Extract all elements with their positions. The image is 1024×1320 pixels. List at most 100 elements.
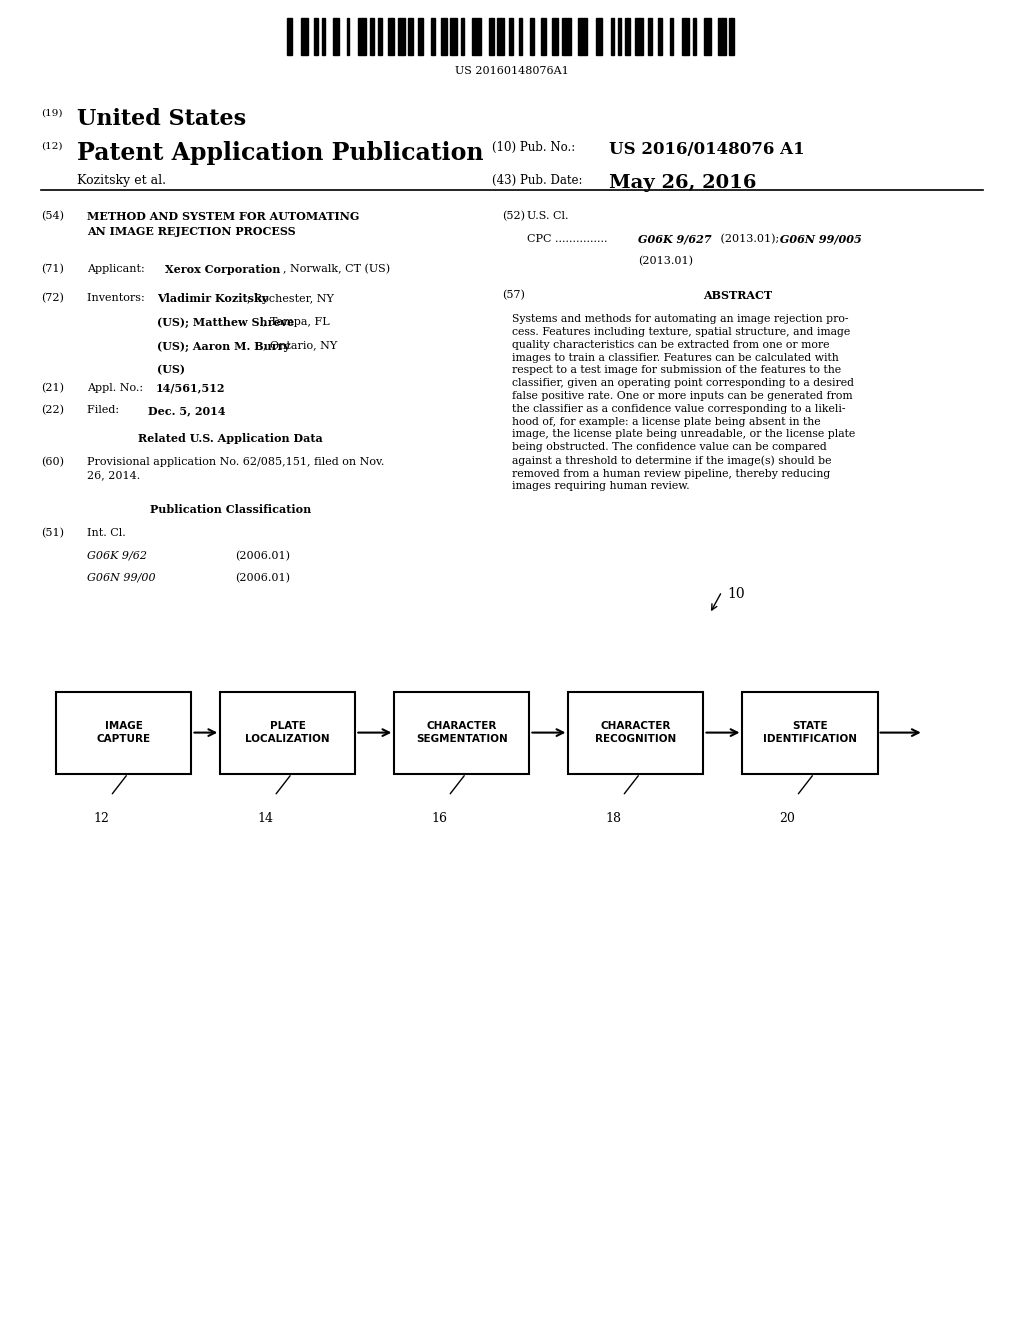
Bar bbox=[441, 18, 447, 55]
Text: Int. Cl.: Int. Cl. bbox=[87, 528, 126, 539]
Text: 20: 20 bbox=[779, 812, 796, 825]
Bar bbox=[398, 18, 404, 55]
Text: , Ontario, NY: , Ontario, NY bbox=[263, 341, 338, 351]
Text: CPC ...............: CPC ............... bbox=[527, 234, 608, 244]
Text: Related U.S. Application Data: Related U.S. Application Data bbox=[138, 433, 323, 444]
Text: (51): (51) bbox=[41, 528, 63, 539]
Text: (21): (21) bbox=[41, 383, 63, 393]
Text: Systems and methods for automating an image rejection pro-
cess. Features includ: Systems and methods for automating an im… bbox=[512, 314, 855, 491]
Bar bbox=[647, 18, 652, 55]
Bar bbox=[451, 18, 457, 55]
Text: , Rochester, NY: , Rochester, NY bbox=[247, 293, 334, 304]
Text: 16: 16 bbox=[431, 812, 447, 825]
Text: 14/561,512: 14/561,512 bbox=[156, 383, 225, 393]
Text: United States: United States bbox=[77, 108, 246, 131]
Bar bbox=[388, 18, 394, 55]
Text: (22): (22) bbox=[41, 405, 63, 416]
Text: Applicant:: Applicant: bbox=[87, 264, 152, 275]
Bar bbox=[610, 18, 613, 55]
Text: CHARACTER
SEGMENTATION: CHARACTER SEGMENTATION bbox=[416, 722, 508, 743]
Bar bbox=[300, 18, 308, 55]
Bar bbox=[461, 18, 464, 55]
Bar bbox=[371, 18, 374, 55]
Text: (2013.01): (2013.01) bbox=[638, 256, 693, 267]
Text: (71): (71) bbox=[41, 264, 63, 275]
Text: (2006.01): (2006.01) bbox=[236, 550, 291, 561]
Bar bbox=[314, 18, 318, 55]
Bar bbox=[617, 18, 621, 55]
Text: STATE
IDENTIFICATION: STATE IDENTIFICATION bbox=[763, 722, 857, 743]
Bar bbox=[322, 18, 325, 55]
Text: Filed:: Filed: bbox=[87, 405, 147, 416]
Bar bbox=[519, 18, 521, 55]
Bar bbox=[579, 18, 587, 55]
Bar bbox=[682, 18, 689, 55]
Text: (12): (12) bbox=[41, 141, 62, 150]
Text: 10: 10 bbox=[727, 587, 744, 602]
Bar bbox=[530, 18, 535, 55]
Text: (2013.01);: (2013.01); bbox=[717, 234, 779, 244]
Bar bbox=[596, 18, 602, 55]
Text: (US); Aaron M. Burry: (US); Aaron M. Burry bbox=[157, 341, 290, 351]
Text: (19): (19) bbox=[41, 108, 62, 117]
FancyBboxPatch shape bbox=[568, 692, 703, 774]
Bar bbox=[552, 18, 558, 55]
FancyBboxPatch shape bbox=[742, 692, 878, 774]
Text: Kozitsky et al.: Kozitsky et al. bbox=[77, 174, 166, 187]
Text: ABSTRACT: ABSTRACT bbox=[702, 290, 772, 301]
Text: Dec. 5, 2014: Dec. 5, 2014 bbox=[148, 405, 226, 416]
Text: (2006.01): (2006.01) bbox=[236, 573, 291, 583]
Text: Publication Classification: Publication Classification bbox=[150, 504, 311, 515]
Text: CHARACTER
RECOGNITION: CHARACTER RECOGNITION bbox=[595, 722, 677, 743]
Text: G06N 99/00: G06N 99/00 bbox=[87, 573, 156, 583]
Bar bbox=[418, 18, 424, 55]
Bar bbox=[431, 18, 435, 55]
Bar bbox=[510, 18, 513, 55]
Bar bbox=[718, 18, 726, 55]
Text: PLATE
LOCALIZATION: PLATE LOCALIZATION bbox=[246, 722, 330, 743]
FancyBboxPatch shape bbox=[394, 692, 529, 774]
Bar bbox=[497, 18, 504, 55]
Bar bbox=[346, 18, 349, 55]
Text: Provisional application No. 62/085,151, filed on Nov.
26, 2014.: Provisional application No. 62/085,151, … bbox=[87, 457, 384, 480]
Text: Patent Application Publication: Patent Application Publication bbox=[77, 141, 483, 165]
Bar bbox=[693, 18, 696, 55]
FancyBboxPatch shape bbox=[220, 692, 355, 774]
Text: 18: 18 bbox=[605, 812, 622, 825]
Text: (52): (52) bbox=[502, 211, 524, 222]
FancyBboxPatch shape bbox=[56, 692, 191, 774]
Bar bbox=[658, 18, 662, 55]
Text: US 2016/0148076 A1: US 2016/0148076 A1 bbox=[609, 141, 805, 158]
Text: G06N 99/005: G06N 99/005 bbox=[776, 234, 862, 244]
Bar bbox=[358, 18, 367, 55]
Text: (US); Matthew Shreve: (US); Matthew Shreve bbox=[157, 317, 294, 327]
Text: (54): (54) bbox=[41, 211, 63, 222]
Text: METHOD AND SYSTEM FOR AUTOMATING
AN IMAGE REJECTION PROCESS: METHOD AND SYSTEM FOR AUTOMATING AN IMAG… bbox=[87, 211, 359, 236]
Text: , Tampa, FL: , Tampa, FL bbox=[263, 317, 330, 327]
Text: May 26, 2016: May 26, 2016 bbox=[609, 174, 757, 193]
Bar bbox=[378, 18, 382, 55]
Bar bbox=[670, 18, 673, 55]
Text: G06K 9/627: G06K 9/627 bbox=[638, 234, 712, 244]
Bar bbox=[409, 18, 413, 55]
Text: (US): (US) bbox=[157, 364, 184, 375]
Text: G06K 9/62: G06K 9/62 bbox=[87, 550, 147, 561]
Bar bbox=[626, 18, 631, 55]
Text: IMAGE
CAPTURE: IMAGE CAPTURE bbox=[97, 722, 151, 743]
Bar bbox=[729, 18, 734, 55]
Bar bbox=[472, 18, 481, 55]
Text: (43) Pub. Date:: (43) Pub. Date: bbox=[492, 174, 582, 187]
Text: Inventors:: Inventors: bbox=[87, 293, 148, 304]
Bar bbox=[562, 18, 570, 55]
Bar bbox=[542, 18, 546, 55]
Text: Xerox Corporation: Xerox Corporation bbox=[165, 264, 281, 275]
Bar bbox=[635, 18, 643, 55]
Bar bbox=[489, 18, 494, 55]
Text: Appl. No.:: Appl. No.: bbox=[87, 383, 151, 393]
Text: (10) Pub. No.:: (10) Pub. No.: bbox=[492, 141, 574, 154]
Bar bbox=[287, 18, 292, 55]
Text: U.S. Cl.: U.S. Cl. bbox=[527, 211, 569, 222]
Text: (72): (72) bbox=[41, 293, 63, 304]
Bar bbox=[333, 18, 339, 55]
Text: US 20160148076A1: US 20160148076A1 bbox=[455, 66, 569, 77]
